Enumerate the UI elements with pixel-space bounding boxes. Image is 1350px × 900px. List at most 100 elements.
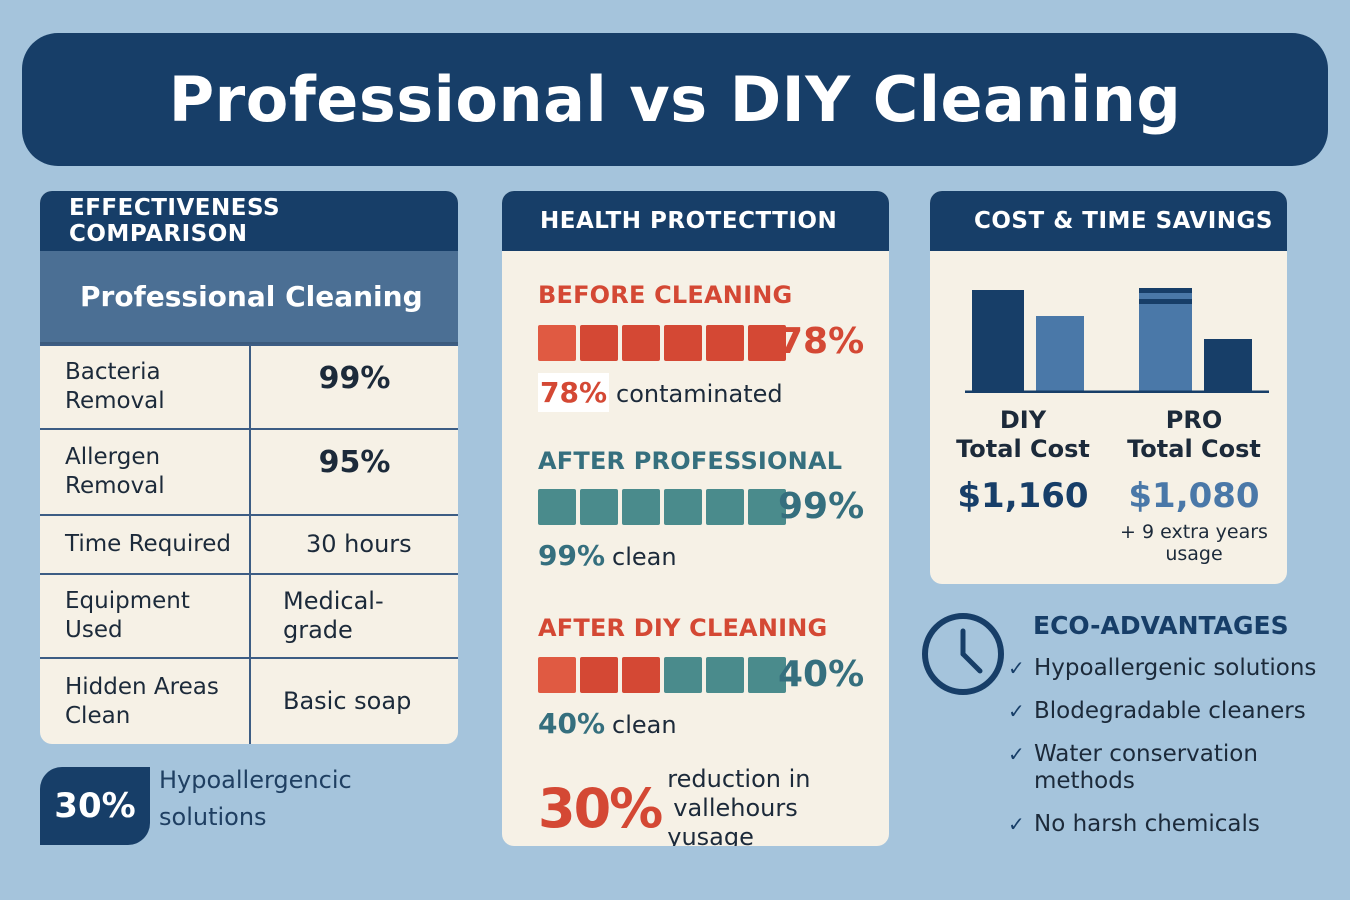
cost-heading: COST & TIME SAVINGS: [930, 191, 1287, 251]
eco-title: ECO-ADVANTAGES: [1033, 611, 1289, 640]
row-value: Basic soap: [283, 687, 412, 715]
check-icon: ✓: [1008, 812, 1025, 836]
pro-label-line1: PRO: [1165, 406, 1223, 434]
row-label: Equipment Used: [40, 575, 251, 657]
list-item: ✓ No harsh chemicals: [1008, 811, 1319, 838]
footer-text-line2: vallehours yusage: [667, 794, 798, 846]
section-caption: 78% contaminated: [538, 373, 783, 412]
bar-segment: [706, 325, 744, 361]
bar-segment: [706, 489, 744, 525]
bar-segment: [580, 325, 618, 361]
health-footer: 30% reduction in vallehours yusage: [538, 765, 889, 846]
bar-segment: [748, 657, 786, 693]
footer-percent: 30%: [538, 777, 663, 840]
check-icon: ✓: [1008, 656, 1025, 680]
eco-item-text: No harsh chemicals: [1034, 811, 1260, 837]
eco-item-text: Water conservation methods: [1034, 741, 1258, 794]
diy-label-line2: Total Cost: [956, 435, 1090, 463]
bar-segment: [538, 325, 576, 361]
title-banner: Professional vs DIY Cleaning: [22, 33, 1328, 166]
progress-bar: [538, 325, 786, 361]
table-row: Equipment Used Medical-grade: [40, 573, 458, 657]
caption-text: clean: [612, 543, 677, 571]
table-row: Hidden Areas Clean Basic soap: [40, 657, 458, 744]
page-title: Professional vs DIY Cleaning: [168, 63, 1182, 136]
cost-bar-chart: [965, 288, 1269, 393]
badge-caption: Hypoallergencic solutions: [159, 766, 352, 831]
cost-card: COST & TIME SAVINGS DIY Total Cost $1,16…: [930, 191, 1287, 584]
list-item: ✓ Hypoallergenic solutions: [1008, 655, 1319, 682]
progress-bar: [538, 657, 786, 693]
pro-cost-column: PRO Total Cost $1,080 + 9 extra years us…: [1119, 406, 1269, 565]
section-title: AFTER DIY CLEANING: [538, 614, 828, 642]
bar-segment: [538, 489, 576, 525]
health-heading: HEALTH PROTECTTION: [502, 191, 889, 251]
effectiveness-heading: EFFECTIVENESS COMPARISON: [40, 191, 458, 251]
bar-segment: [664, 325, 702, 361]
check-icon: ✓: [1008, 699, 1025, 723]
eco-item-text: Blodegradable cleaners: [1034, 698, 1306, 724]
effectiveness-card: EFFECTIVENESS COMPARISON Professional Cl…: [40, 191, 458, 744]
diy-bar-dark: [972, 290, 1024, 392]
eco-item-text: Hypoallergenic solutions: [1034, 655, 1317, 681]
check-icon: ✓: [1008, 742, 1025, 766]
bar-segment: [664, 657, 702, 693]
eco-list: ✓ Hypoallergenic solutions ✓ Blodegradable…: [1008, 655, 1319, 854]
progress-bar: [538, 489, 786, 525]
pro-label-line2: Total Cost: [1127, 435, 1261, 463]
row-label: Bacteria Removal: [40, 346, 251, 428]
row-value: 99%: [318, 361, 391, 396]
pro-cost-note: + 9 extra years usage: [1119, 521, 1269, 565]
section-caption: 40% clean: [538, 707, 677, 740]
pro-bar-dark: [1204, 339, 1252, 392]
percent-badge: 30%: [40, 767, 150, 845]
table-row: Time Required 30 hours: [40, 514, 458, 573]
pro-bar-stripe: [1139, 288, 1192, 293]
diy-cost-value: $1,160: [957, 476, 1089, 516]
diy-bar-light: [1036, 316, 1084, 392]
row-label: Hidden Areas Clean: [40, 659, 251, 744]
bar-segment: [622, 325, 660, 361]
diy-label-line1: DIY: [999, 406, 1047, 434]
footer-text: reduction in vallehours yusage: [667, 765, 889, 846]
bar-segment: [580, 657, 618, 693]
section-percent: 78%: [778, 321, 865, 362]
caption-percent: 40%: [538, 707, 606, 740]
row-label: Time Required: [40, 516, 251, 573]
bar-segment: [664, 489, 702, 525]
pro-note-line2: usage: [1165, 543, 1223, 565]
pro-bar-light: [1139, 288, 1192, 392]
pro-cost-value: $1,080: [1128, 476, 1260, 516]
section-title: BEFORE CLEANING: [538, 281, 793, 309]
list-item: ✓ Water conservation methods: [1008, 741, 1319, 795]
bar-segment: [622, 489, 660, 525]
caption-text: contaminated: [616, 380, 783, 408]
section-percent: 99%: [778, 486, 865, 527]
section-title: AFTER PROFESSIONAL: [538, 447, 843, 475]
pro-label: PRO Total Cost: [1119, 406, 1269, 464]
clock-icon: [922, 613, 1004, 695]
row-label: Allergen Removal: [40, 430, 251, 514]
table-row: Bacteria Removal 99%: [40, 344, 458, 428]
section-caption: 99% clean: [538, 539, 677, 572]
health-card: HEALTH PROTECTTION BEFORE CLEANING 78% 7…: [502, 191, 889, 846]
bar-segment: [538, 657, 576, 693]
effectiveness-subheading: Professional Cleaning: [40, 251, 458, 344]
caption-text: clean: [612, 711, 677, 739]
bar-segment: [748, 325, 786, 361]
row-value: 30 hours: [306, 530, 412, 558]
list-item: ✓ Blodegradable cleaners: [1008, 698, 1319, 725]
bar-segment: [706, 657, 744, 693]
pro-note-line1: + 9 extra years: [1120, 521, 1268, 543]
section-percent: 40%: [778, 654, 865, 695]
footer-text-line1: reduction in: [667, 765, 811, 793]
bar-segment: [748, 489, 786, 525]
diy-label: DIY Total Cost: [948, 406, 1098, 464]
bar-segment: [622, 657, 660, 693]
row-value: Medical-grade: [283, 587, 384, 644]
bar-segment: [580, 489, 618, 525]
row-value: 95%: [318, 445, 391, 480]
pro-bar-stripe: [1139, 299, 1192, 304]
caption-percent: 78%: [538, 373, 610, 412]
diy-cost-column: DIY Total Cost $1,160: [948, 406, 1098, 516]
